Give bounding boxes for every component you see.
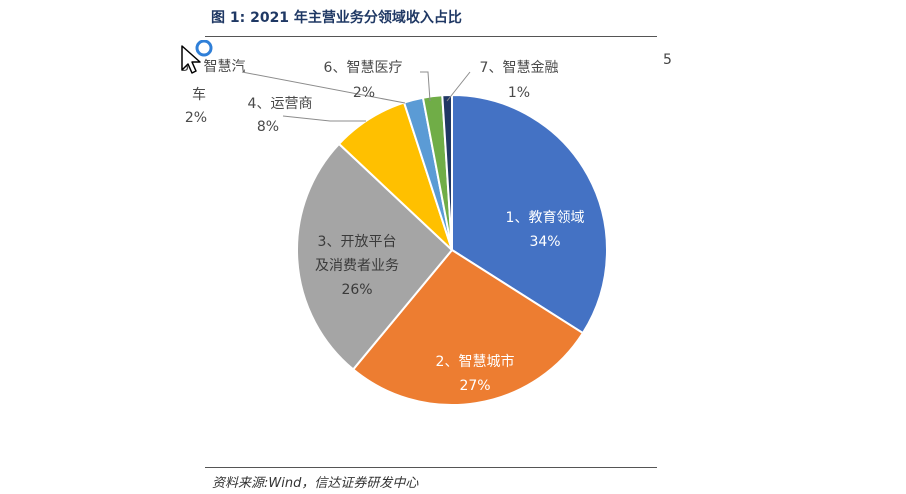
leader-lines [241,71,471,122]
mouse-cursor-icon [181,40,213,74]
slice-label: 2、智慧城市 [436,353,515,370]
slice-label: 6、智慧医疗 [324,60,403,76]
slice-value-label: 2% [353,85,375,101]
slice-value-label: 26% [341,282,372,298]
slice-value-label: 8% [257,119,279,135]
pie-slice [296,142,454,371]
slice-value-label: 34% [529,234,560,250]
source-note: 资料来源:Wind，信达证券研发中心 [212,476,419,491]
bottom-rule [205,467,657,468]
slice-label: 及消费者业务 [315,258,399,274]
slice-label: 5、智慧汽 [181,59,246,75]
slice-value-label: 2% [185,110,207,126]
pie-slices [296,93,608,406]
figure-title: 图 1: 2021 年主营业务分领域收入占比 [211,10,462,26]
slice-label: 4、运营商 [248,96,313,112]
slice-label: 车 [192,86,206,103]
slice-label: 3、开放平台 [318,234,397,250]
leader-line [446,71,471,102]
pie-slice [351,248,585,406]
leader-line [241,71,406,104]
leader-line [282,115,366,122]
slice-label: 1、教育领域 [506,210,585,226]
slice-value-label: 27% [459,378,490,394]
leader-line [420,71,431,102]
edge-glyph: 5 [663,52,672,68]
slice-value-label: 1% [508,85,530,101]
top-rule [205,36,657,37]
slice-label: 7、智慧金融 [480,60,559,76]
